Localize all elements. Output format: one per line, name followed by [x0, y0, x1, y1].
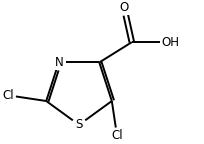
Text: OH: OH — [161, 36, 179, 49]
Text: Cl: Cl — [111, 129, 123, 142]
Text: N: N — [54, 56, 63, 69]
Text: Cl: Cl — [2, 89, 14, 102]
Text: O: O — [120, 1, 129, 14]
Text: S: S — [75, 118, 83, 131]
